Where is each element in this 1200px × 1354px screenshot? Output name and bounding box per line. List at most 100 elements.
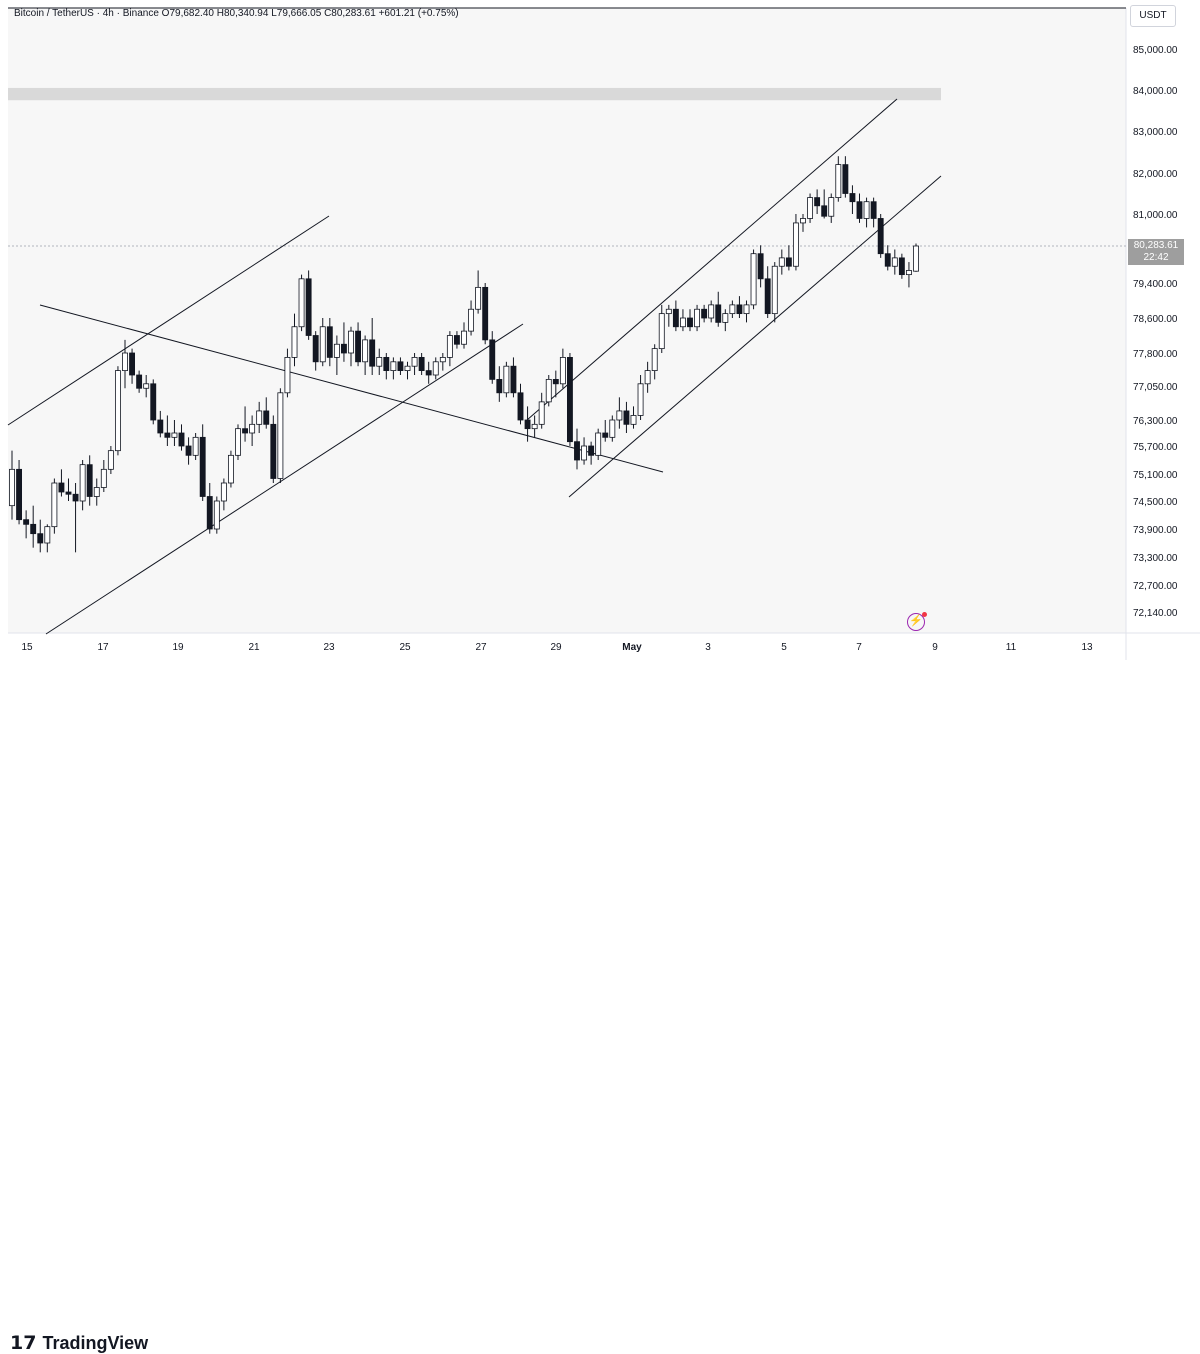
candle: [411, 353, 418, 375]
candle: [171, 420, 178, 446]
tradingview-logo[interactable]: 17 TradingView: [10, 1332, 148, 1354]
candle-body-up: [891, 257, 898, 267]
candle-body-up: [609, 419, 616, 438]
candle-body-down: [185, 445, 192, 456]
candle-body-down: [849, 193, 856, 203]
candle: [418, 353, 425, 375]
y-axis[interactable]: 85,000.00 84,000.00 83,000.00 82,000.00 81,0…: [1133, 45, 1178, 619]
candle: [72, 483, 79, 553]
candle: [206, 483, 213, 534]
trendlines: [7, 98, 942, 635]
candle-body-down: [453, 335, 460, 345]
candle: [270, 415, 277, 483]
candle: [559, 348, 566, 389]
candle: [369, 318, 376, 375]
candle-body-down: [672, 308, 679, 328]
candle-body-down: [510, 365, 517, 394]
candle-body-down: [489, 339, 496, 380]
candle: [65, 478, 72, 501]
candle: [397, 357, 404, 375]
trendline-upper-left-channel[interactable]: [7, 215, 330, 426]
candle-body-down: [757, 253, 764, 280]
candle-body-up: [143, 383, 150, 389]
candle: [453, 331, 460, 349]
candle-body-down: [814, 197, 821, 207]
candle-body-down: [602, 432, 609, 438]
candle-body-up: [630, 415, 637, 425]
candle: [129, 348, 136, 384]
bar-countdown: 22:42: [1143, 252, 1169, 263]
trendline-rising-channel-bottom[interactable]: [568, 175, 942, 498]
candle: [340, 322, 347, 362]
candle: [729, 300, 736, 318]
candle: [877, 214, 884, 258]
candle: [143, 375, 150, 398]
candle-body-down: [136, 374, 143, 389]
candle-body-up: [298, 278, 305, 328]
candle-body-down: [884, 253, 891, 267]
trendline-descending[interactable]: [39, 304, 664, 473]
candle: [821, 189, 828, 219]
y-tick-label: 82,000.00: [1133, 169, 1178, 180]
y-tick-label: 81,000.00: [1133, 210, 1178, 221]
symbol-title[interactable]: Bitcoin / TetherUS · 4h · Binance: [14, 8, 159, 19]
candle: [362, 335, 369, 375]
x-tick-label: 13: [1081, 642, 1093, 653]
trendline-lower-left-channel[interactable]: [45, 323, 524, 635]
candle: [107, 446, 114, 474]
ohlc-change: +601.21 (+0.75%): [378, 8, 459, 19]
candle-body-up: [235, 428, 241, 456]
currency-button[interactable]: USDT: [1130, 5, 1176, 27]
trendline-rising-channel-top[interactable]: [526, 98, 898, 421]
candle: [23, 510, 30, 539]
y-tick-label: 75,100.00: [1133, 470, 1178, 481]
candle-body-up: [694, 308, 701, 328]
candle-body-down: [877, 218, 884, 255]
candle-body-up: [107, 450, 114, 470]
candle: [164, 415, 171, 446]
x-tick-label: 21: [248, 642, 260, 653]
candle-body-up: [800, 218, 806, 224]
candle: [503, 361, 510, 398]
candle-body-up: [545, 378, 552, 403]
candle-body-down: [898, 257, 905, 276]
candle: [446, 331, 453, 367]
candle-body-down: [418, 356, 425, 371]
candle: [157, 410, 164, 438]
candle: [905, 262, 912, 288]
candle: [602, 420, 609, 442]
candle: [122, 339, 128, 389]
candle: [30, 505, 37, 548]
candle: [722, 309, 729, 332]
candle: [814, 189, 821, 214]
candle: [79, 460, 86, 511]
candle-body-down: [270, 423, 277, 479]
candle: [651, 344, 658, 380]
candle-body-up: [637, 383, 644, 416]
candle-body-down: [157, 419, 164, 434]
candle: [489, 331, 496, 384]
candle: [37, 519, 44, 553]
lightning-icon[interactable]: ⚡: [907, 612, 927, 631]
candle-body-up: [277, 392, 284, 479]
ohlc-high: H80,340.94: [216, 8, 269, 19]
candle-body-up: [665, 308, 672, 315]
candle-body-up: [750, 253, 757, 306]
candle-body-up: [475, 286, 482, 310]
candle: [227, 450, 234, 488]
candle: [687, 309, 693, 332]
plot-area[interactable]: [8, 8, 1126, 633]
x-tick-label: 23: [323, 642, 335, 653]
candle: [185, 437, 192, 465]
candle-body-up: [376, 356, 383, 367]
candle-body-up: [93, 487, 100, 497]
candle: [93, 478, 100, 506]
candle: [665, 304, 672, 327]
candle-body-down: [369, 339, 376, 367]
candle-body-up: [256, 410, 263, 425]
candle-body-up: [503, 365, 510, 394]
x-axis[interactable]: 15 17 19 21 23 25 27 29 May 3 5 7 9 11 13: [21, 642, 1093, 653]
candle: [475, 270, 482, 314]
candle: [199, 424, 206, 501]
ohlc-open: O79,682.40: [161, 8, 214, 19]
